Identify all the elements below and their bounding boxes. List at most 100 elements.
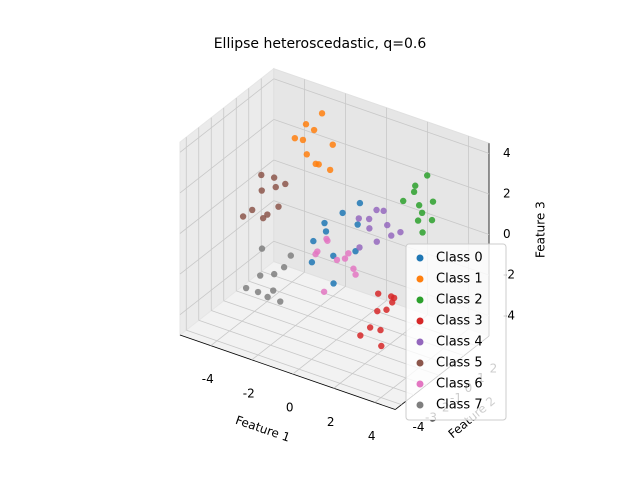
point: [374, 307, 381, 315]
legend-label: Class 3: [436, 314, 483, 329]
grid-line: [223, 300, 440, 376]
legend-label: Class 1: [436, 272, 483, 287]
point: [339, 209, 346, 217]
point: [384, 221, 391, 229]
legend-marker: [416, 380, 424, 388]
grid-line: [251, 286, 346, 361]
point: [254, 288, 262, 296]
point: [310, 237, 317, 245]
legend-label: Class 7: [436, 398, 483, 413]
point: [270, 287, 277, 294]
point: [258, 187, 265, 194]
legend-marker: [416, 338, 424, 346]
point: [375, 290, 382, 297]
point: [312, 250, 319, 258]
legend-marker: [416, 275, 424, 283]
legend-label: Class 2: [436, 293, 483, 308]
point: [308, 259, 316, 266]
point: [287, 252, 294, 259]
point: [303, 151, 310, 158]
point: [291, 134, 299, 142]
axis-line: [179, 334, 396, 410]
point: [264, 211, 271, 218]
point: [322, 228, 330, 235]
z-axis-label: Feature 3: [534, 201, 548, 258]
z-tick-label: -4: [503, 308, 515, 322]
grid-line: [273, 78, 490, 154]
point: [350, 265, 357, 272]
grid-line: [179, 78, 274, 153]
legend-marker: [416, 296, 424, 304]
point: [258, 171, 265, 179]
chart-title: Ellipse heteroscedastic, q=0.6: [214, 36, 427, 52]
point: [357, 332, 364, 339]
point: [377, 326, 384, 334]
x-tick-label: 0: [286, 401, 294, 415]
point: [378, 342, 385, 350]
point: [380, 207, 387, 215]
point: [310, 126, 318, 134]
z-tick-label: 4: [503, 146, 511, 160]
point: [424, 172, 431, 179]
legend-marker: [416, 401, 424, 409]
point: [275, 203, 282, 210]
point: [415, 202, 423, 209]
point: [280, 264, 288, 271]
point: [264, 293, 271, 301]
legend-label: Class 5: [436, 356, 483, 371]
point: [355, 215, 362, 222]
point: [373, 206, 380, 214]
point: [329, 141, 336, 148]
point: [302, 121, 310, 128]
point: [356, 199, 364, 207]
point: [412, 182, 419, 189]
point: [239, 213, 247, 220]
point: [383, 306, 390, 313]
point: [419, 229, 426, 236]
point: [418, 209, 426, 217]
legend-label: Class 6: [436, 377, 483, 392]
point: [326, 166, 334, 174]
point: [257, 272, 264, 279]
x-tick-label: 4: [368, 429, 376, 443]
point: [352, 271, 359, 278]
point: [365, 215, 373, 223]
legend-marker: [416, 254, 424, 262]
x-axis-label: Feature 1: [234, 413, 292, 445]
point: [400, 197, 407, 205]
point: [249, 206, 256, 214]
point: [330, 280, 337, 287]
x-tick-label: 2: [327, 415, 335, 429]
grid-line: [198, 319, 415, 396]
point: [299, 136, 307, 144]
legend-label: Class 0: [436, 251, 483, 266]
z-tick-label: 0: [503, 227, 511, 241]
point: [270, 174, 278, 181]
x-tick-label: -4: [202, 372, 214, 386]
point: [259, 214, 267, 222]
point: [373, 238, 380, 245]
point: [282, 180, 289, 188]
point: [272, 183, 279, 191]
legend-marker: [416, 359, 424, 367]
point: [271, 270, 278, 278]
grid-line: [210, 271, 305, 346]
grid-line: [211, 310, 427, 386]
point: [356, 244, 363, 251]
points: [239, 110, 437, 350]
point: [352, 247, 359, 255]
point: [388, 232, 395, 239]
y-tick-label: -4: [413, 420, 425, 434]
legend-label: Class 4: [436, 335, 483, 350]
point: [341, 255, 349, 262]
legend-box: [405, 243, 507, 421]
grid-line: [179, 200, 274, 275]
point: [366, 324, 374, 331]
point: [428, 216, 436, 224]
point: [277, 298, 284, 305]
point: [315, 161, 322, 168]
grid-line: [273, 119, 490, 195]
z-tick-label: -2: [503, 268, 515, 282]
grid-line: [179, 119, 274, 194]
